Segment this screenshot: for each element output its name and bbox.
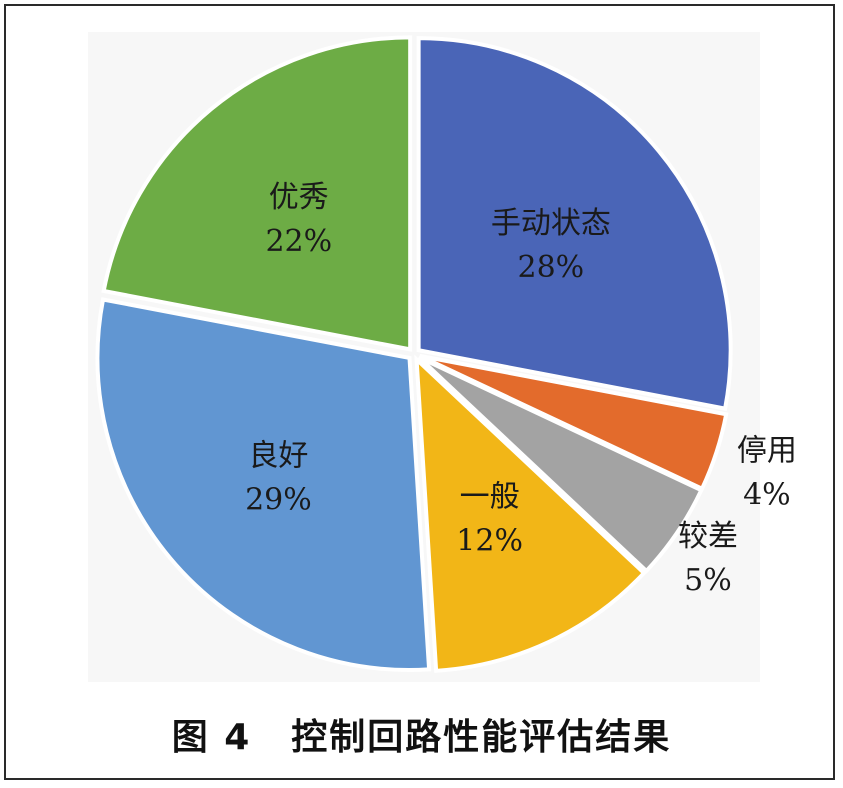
slice-category-label: 良好 [248,439,308,474]
figure-number: 图 4 [171,717,252,758]
pie-slice [416,36,733,411]
slice-percent-label: 4% [743,478,791,513]
slice-category-label: 手动状态 [491,206,611,241]
pie-slice [101,35,413,352]
slice-percent-label: 28% [517,250,584,285]
slice-category-label: 优秀 [269,180,329,215]
pie-slice [414,354,647,673]
pie-slice [417,355,704,574]
slice-percent-label: 12% [456,524,523,559]
slice-percent-label: 5% [684,563,732,598]
figure-title: 控制回路性能评估结果 [291,717,672,758]
slice-percent-label: 22% [265,224,332,259]
pie-slice [95,297,432,672]
slice-category-label: 一般 [460,480,520,515]
slice-category-label: 停用 [737,434,797,469]
pie-chart: 手动状态 28% 停用 4%较差 5% 一般 12% 良好 29% 优秀 22% [95,35,797,673]
figure-caption: 图 4 控制回路性能评估结果 [0,708,843,760]
slice-percent-label: 29% [245,483,312,518]
slice-category-label: 较差 [678,519,738,554]
